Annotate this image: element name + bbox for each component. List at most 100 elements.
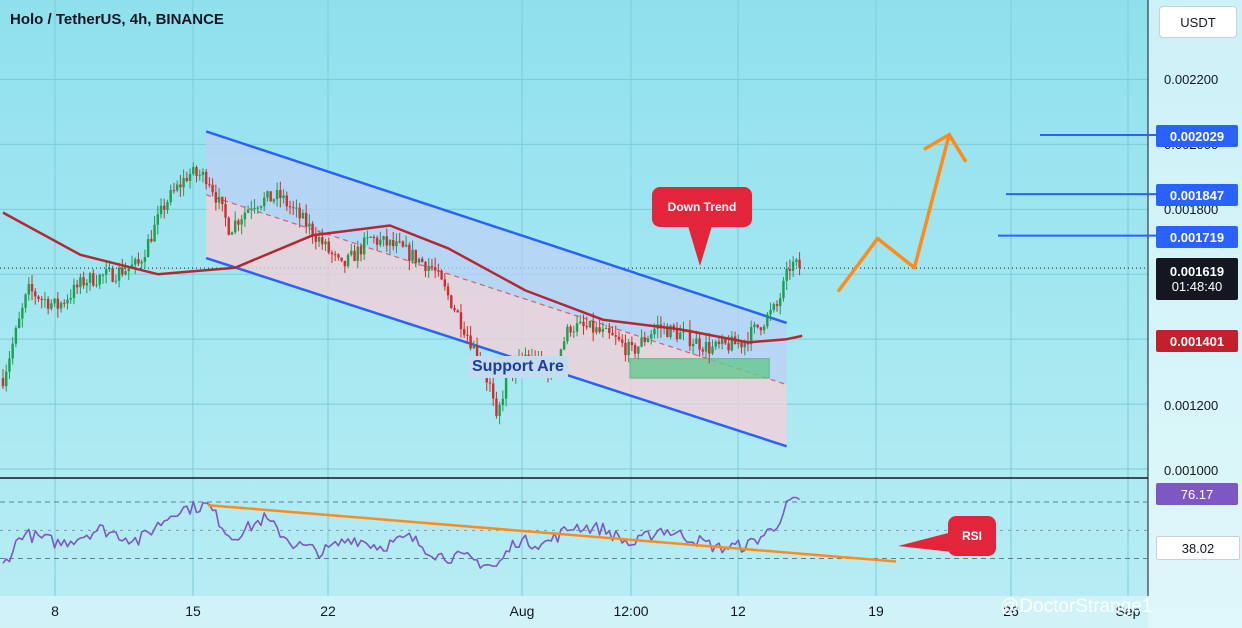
- candle-body: [601, 328, 605, 332]
- candle-body: [134, 259, 137, 265]
- candle-body: [582, 321, 585, 327]
- descending-channel: [205, 130, 788, 448]
- candle-body: [317, 237, 321, 242]
- candle-body: [472, 344, 476, 349]
- candle-body: [82, 277, 85, 286]
- candle-body: [221, 196, 224, 205]
- candle-body: [40, 298, 43, 300]
- candle-body: [640, 337, 643, 347]
- candle-body: [166, 202, 169, 210]
- candle-body: [569, 326, 572, 333]
- candle-body: [750, 326, 753, 345]
- candle-body: [227, 217, 230, 235]
- down-trend-pointer: [688, 226, 712, 266]
- candle-body: [340, 257, 343, 261]
- candle-body: [85, 282, 89, 286]
- candle-body: [443, 279, 447, 287]
- candle-body: [566, 326, 569, 342]
- candle-body: [14, 328, 18, 344]
- candle-body: [411, 249, 414, 261]
- support-label: Support Are: [468, 356, 568, 378]
- candle-body: [127, 268, 130, 272]
- candle-body: [759, 327, 763, 331]
- candle-body: [675, 329, 679, 340]
- candle-body: [688, 329, 692, 347]
- candle-body: [21, 307, 24, 319]
- candle-body: [575, 323, 579, 332]
- candle-body: [669, 325, 672, 338]
- candle-body: [182, 177, 185, 188]
- candle-body: [724, 338, 727, 344]
- candle-body: [237, 220, 240, 225]
- moving-average: [2, 211, 803, 344]
- candle-body: [98, 274, 101, 285]
- candle-body: [430, 265, 434, 268]
- candle-body: [424, 261, 427, 271]
- candle-body: [185, 177, 189, 181]
- candle-body: [382, 236, 385, 240]
- candle-body: [679, 332, 682, 340]
- candle-body: [388, 240, 392, 246]
- candle-body: [304, 212, 308, 227]
- currency-button[interactable]: USDT: [1159, 6, 1237, 38]
- candle-body: [198, 175, 201, 177]
- candle-body: [108, 268, 111, 270]
- candle-body: [117, 267, 121, 281]
- candle-body: [437, 270, 440, 272]
- candle-body: [501, 398, 505, 405]
- candle-body: [363, 237, 366, 255]
- candle-body: [353, 250, 356, 261]
- candle-body: [88, 273, 92, 283]
- candle-body: [637, 346, 640, 354]
- candle-body: [50, 303, 53, 309]
- candle-body: [617, 336, 621, 340]
- candle-body: [301, 212, 305, 219]
- channel-lower-line: [205, 256, 788, 448]
- candle-body: [785, 268, 788, 281]
- candle-body: [321, 237, 324, 245]
- candle-body: [172, 190, 176, 192]
- candle-body: [11, 343, 14, 359]
- candle-body: [711, 346, 714, 354]
- candle-body: [727, 343, 730, 351]
- moving-average-tag: 0.001401: [1156, 330, 1238, 352]
- candle-body: [266, 191, 269, 198]
- candle-body: [372, 236, 376, 238]
- candle-body: [95, 284, 98, 286]
- candle-body: [53, 298, 56, 304]
- rsi-value-tag: 76.17: [1156, 483, 1238, 505]
- candle-body: [246, 209, 250, 213]
- rsi-line: [2, 496, 801, 570]
- chart-title: Holo / TetherUS, 4h, BINANCE: [10, 11, 224, 28]
- candle-body: [366, 237, 369, 239]
- last-price-tag: 0.001619 01:48:40: [1156, 258, 1238, 300]
- channel-upper-line: [205, 130, 788, 325]
- candle-body: [175, 184, 179, 191]
- candle-body: [633, 345, 637, 354]
- candle-body: [717, 341, 721, 345]
- time-label: 22: [320, 603, 336, 619]
- target-2-tag: 0.001847: [1156, 184, 1238, 206]
- time-label: Aug: [509, 603, 535, 619]
- candle-body: [572, 331, 576, 333]
- candle-body: [137, 259, 140, 264]
- candle-body: [343, 260, 347, 267]
- candle-body: [163, 205, 166, 210]
- candle-body: [114, 280, 118, 282]
- candle-body: [456, 310, 459, 313]
- candle-body: [466, 334, 469, 336]
- author-watermark: @DoctorStrange1: [1000, 596, 1153, 617]
- candle-body: [224, 204, 227, 218]
- candle-body: [440, 270, 443, 280]
- candle-body: [243, 212, 247, 220]
- candle-body: [169, 190, 172, 203]
- candle-body: [408, 244, 411, 261]
- candle-body: [201, 171, 205, 176]
- candle-body: [282, 195, 285, 199]
- candle-body: [498, 404, 501, 416]
- candle-body: [92, 273, 95, 286]
- candle-body: [34, 291, 37, 297]
- candle-body: [427, 265, 430, 271]
- candle-body: [682, 330, 685, 333]
